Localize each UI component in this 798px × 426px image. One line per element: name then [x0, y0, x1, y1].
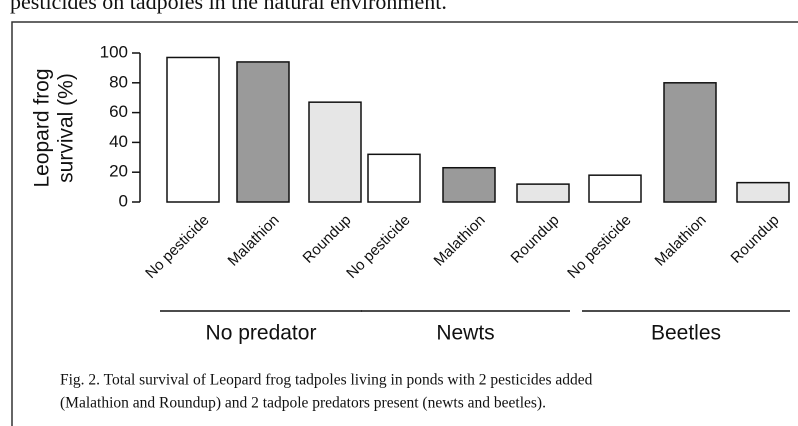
bar: [442, 166, 496, 203]
x-tick-label: Malathion: [652, 212, 710, 270]
bar: [367, 153, 421, 203]
y-tick-label: 60: [109, 102, 128, 121]
x-tick-label: No pesticide: [564, 212, 634, 282]
x-tick-label: Roundup: [508, 212, 563, 267]
caption-line: (Malathion and Roundup) and 2 tadpole pr…: [60, 395, 546, 412]
bar: [736, 181, 790, 203]
y-tick-label: 100: [100, 42, 128, 61]
bar: [588, 174, 642, 203]
x-tick-label: Roundup: [300, 212, 355, 267]
bar: [236, 61, 290, 203]
x-tick-label: Roundup: [728, 212, 783, 267]
group-label: No predator: [206, 322, 317, 345]
y-tick-label: 40: [109, 132, 128, 151]
group-label: Newts: [436, 322, 494, 345]
bar: [663, 82, 717, 203]
y-tick-label: 20: [109, 162, 128, 181]
x-tick-label: No pesticide: [343, 212, 413, 282]
caption-line: Fig. 2. Total survival of Leopard frog t…: [60, 372, 593, 389]
bar: [166, 56, 220, 203]
y-label-line: survival (%): [55, 73, 78, 183]
bar: [516, 183, 570, 203]
y-tick-label: 80: [109, 72, 128, 91]
header-text: pesticides on tadpoles in the natural en…: [10, 0, 447, 14]
y-tick-label: 0: [119, 191, 128, 210]
y-label-line: Leopard frog: [31, 68, 54, 187]
x-tick-label: Malathion: [431, 212, 489, 270]
frame: [11, 21, 798, 426]
y-axis-label: Leopard frog survival (%): [31, 68, 78, 187]
group-label: Beetles: [651, 322, 721, 345]
bar: [308, 101, 362, 203]
x-tick-label: Malathion: [225, 212, 283, 270]
x-tick-label: No pesticide: [142, 212, 212, 282]
